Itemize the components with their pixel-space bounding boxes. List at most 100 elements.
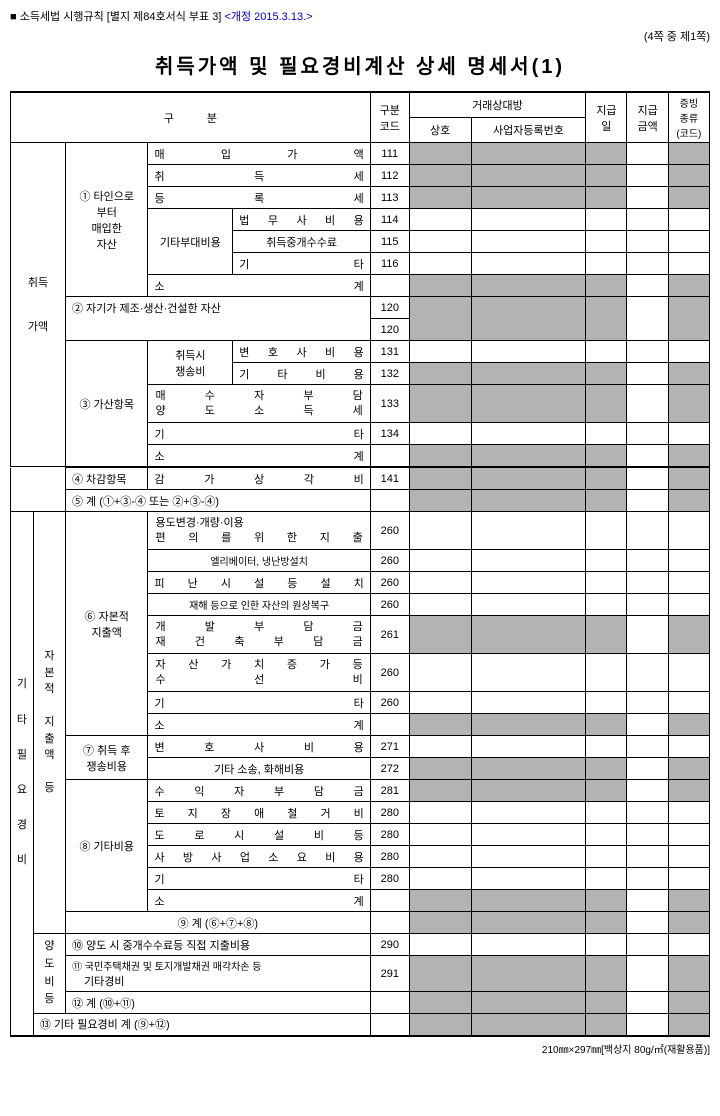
cell: [627, 780, 668, 802]
cell: [471, 890, 586, 912]
cell: [471, 616, 586, 654]
cell: [627, 992, 668, 1014]
cell: [627, 209, 668, 231]
header-revision-text: <개정 2015.3.13.>: [224, 11, 312, 23]
cell: [668, 550, 709, 572]
cell: [370, 714, 409, 736]
cell: [586, 275, 627, 297]
cell: [668, 616, 709, 654]
cell: [370, 1014, 409, 1036]
code-141: 141: [370, 468, 409, 490]
cell: [668, 187, 709, 209]
cell: [471, 992, 586, 1014]
g1-subtotal: 소 계: [148, 275, 370, 297]
code-260e: 260: [370, 654, 409, 692]
cell: [586, 824, 627, 846]
cell: [668, 165, 709, 187]
th-bizno: 사업자등록번호: [471, 117, 586, 142]
g4-r1b: 감 가 상 각 비: [148, 468, 370, 490]
cell: [370, 912, 409, 934]
cell: [409, 297, 471, 341]
cell: [668, 736, 709, 758]
cell: [409, 231, 471, 253]
cell: [627, 714, 668, 736]
cell: [471, 956, 586, 992]
cell: [668, 341, 709, 363]
g10-label: ⑩ 양도 시 중개수수료등 직접 지출비용: [65, 934, 370, 956]
cell: [627, 187, 668, 209]
cell: [409, 758, 471, 780]
cell: [668, 209, 709, 231]
cell: [668, 780, 709, 802]
g11-label: ⑪ 국민주택채권 및 토지개발채권 매각차손 등 기타경비: [65, 956, 370, 992]
cell: [668, 253, 709, 275]
code-131: 131: [370, 341, 409, 363]
cell: [627, 1014, 668, 1036]
th-counterparty: 거래상대방: [409, 92, 585, 117]
cell: [627, 275, 668, 297]
cell: [471, 275, 586, 297]
g1-label: ① 타인으로 부터 매입한 자산: [65, 143, 148, 297]
cell: [627, 824, 668, 846]
cell: [471, 912, 586, 934]
g2-label: ② 자기가 제조·생산·건설한 자산: [65, 297, 370, 319]
cell: [586, 956, 627, 992]
cell: [627, 341, 668, 363]
cell: [409, 209, 471, 231]
cell: [586, 143, 627, 165]
code-134: 134: [370, 423, 409, 445]
cell: [409, 1014, 471, 1036]
code-115: 115: [370, 231, 409, 253]
cell: [668, 445, 709, 467]
g3-r3: 매 수 자 부 담 양 도 소 득 세: [148, 385, 370, 423]
cell: [471, 468, 586, 490]
cell: [668, 231, 709, 253]
cell: [409, 423, 471, 445]
g13-label: ⑬ 기타 필요경비 계 (⑨+⑫): [33, 1014, 370, 1036]
g1-sub-label: 기타부대비용: [148, 209, 233, 275]
cell: [627, 802, 668, 824]
cell: [471, 692, 586, 714]
cell: [471, 253, 586, 275]
cell: [586, 423, 627, 445]
cell: [668, 956, 709, 992]
section-acq-cont: [11, 468, 66, 512]
section-etc: 기 타 필 요 경 비: [11, 512, 34, 1036]
cell: [627, 934, 668, 956]
cell: [409, 824, 471, 846]
cell: [471, 231, 586, 253]
cell: [627, 736, 668, 758]
cell: [668, 824, 709, 846]
g5-label: ⑤ 계 (①+③-④ 또는 ②+③-④): [65, 490, 370, 512]
cell: [409, 992, 471, 1014]
cell: [668, 143, 709, 165]
cell: [668, 912, 709, 934]
cell: [370, 890, 409, 912]
cell: [627, 572, 668, 594]
cell: [586, 1014, 627, 1036]
code-112: 112: [370, 165, 409, 187]
cell: [586, 363, 627, 385]
g1-r6: 기 타: [233, 253, 371, 275]
cell: [370, 490, 409, 512]
cell: [627, 445, 668, 467]
g9-label: ⑨ 계 (⑥+⑦+⑧): [65, 912, 370, 934]
cell: [586, 187, 627, 209]
cell: [586, 912, 627, 934]
g7-label: ⑦ 취득 후 쟁송비용: [65, 736, 148, 780]
th-paydate: 지급 일: [586, 92, 627, 143]
cell: [471, 363, 586, 385]
g7-r1: 변 호 사 비 용: [148, 736, 370, 758]
cell: [409, 594, 471, 616]
cell: [471, 654, 586, 692]
code-120a: 120: [370, 297, 409, 319]
cell: [586, 550, 627, 572]
g1-r4: 법 무 사 비 용: [233, 209, 371, 231]
cell: [471, 572, 586, 594]
cell: [409, 956, 471, 992]
cell: [627, 253, 668, 275]
g6-r7: 기 타: [148, 692, 370, 714]
main-table-cont: ④ 차감항목 감 가 상 각 비 141 ⑤ 계 (①+③-④ 또는 ②+③-④…: [10, 467, 710, 1037]
code-261: 261: [370, 616, 409, 654]
cell: [471, 187, 586, 209]
